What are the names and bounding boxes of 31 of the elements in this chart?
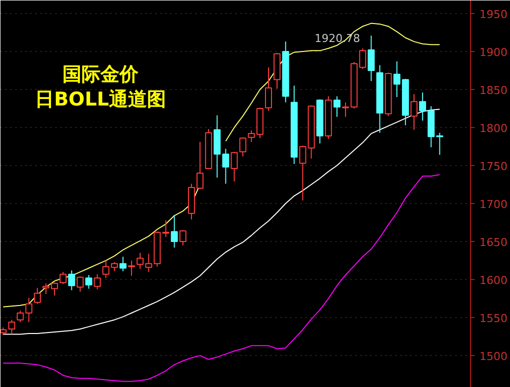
candlestick (265, 66, 272, 112)
y-tick-label: 1900 (480, 46, 508, 59)
y-tick-label: 1650 (480, 236, 508, 250)
candlestick (128, 260, 136, 276)
y-tick-label: 1700 (480, 198, 508, 212)
candlestick (94, 274, 101, 290)
y-tick-label: 1800 (480, 122, 508, 135)
candlestick (76, 276, 84, 292)
y-tick-label: 1750 (480, 160, 508, 173)
line-series (2, 174, 440, 382)
candlestick (410, 94, 418, 130)
candlestick (60, 271, 67, 285)
candlestick (333, 96, 340, 118)
text: 日BOLL通道图 (35, 88, 166, 110)
y-tick-label: 1950 (480, 8, 508, 21)
y-tick-label: 1600 (480, 274, 508, 288)
y-tick-label: 1850 (480, 84, 508, 97)
candlestick (8, 319, 16, 335)
candlestick (299, 145, 306, 201)
candlestick (368, 35, 375, 82)
candlestick (170, 214, 178, 248)
candlestick (119, 256, 126, 272)
candlestick (68, 270, 76, 291)
y-tick-label: 1500 (480, 350, 508, 364)
candlestick (179, 230, 186, 246)
candlestick (230, 151, 238, 182)
candlestick (34, 287, 41, 304)
candlestick (239, 136, 246, 157)
text: 国际金价 (62, 64, 140, 86)
candlestick (85, 274, 92, 290)
y-tick-label: 1550 (480, 312, 508, 326)
